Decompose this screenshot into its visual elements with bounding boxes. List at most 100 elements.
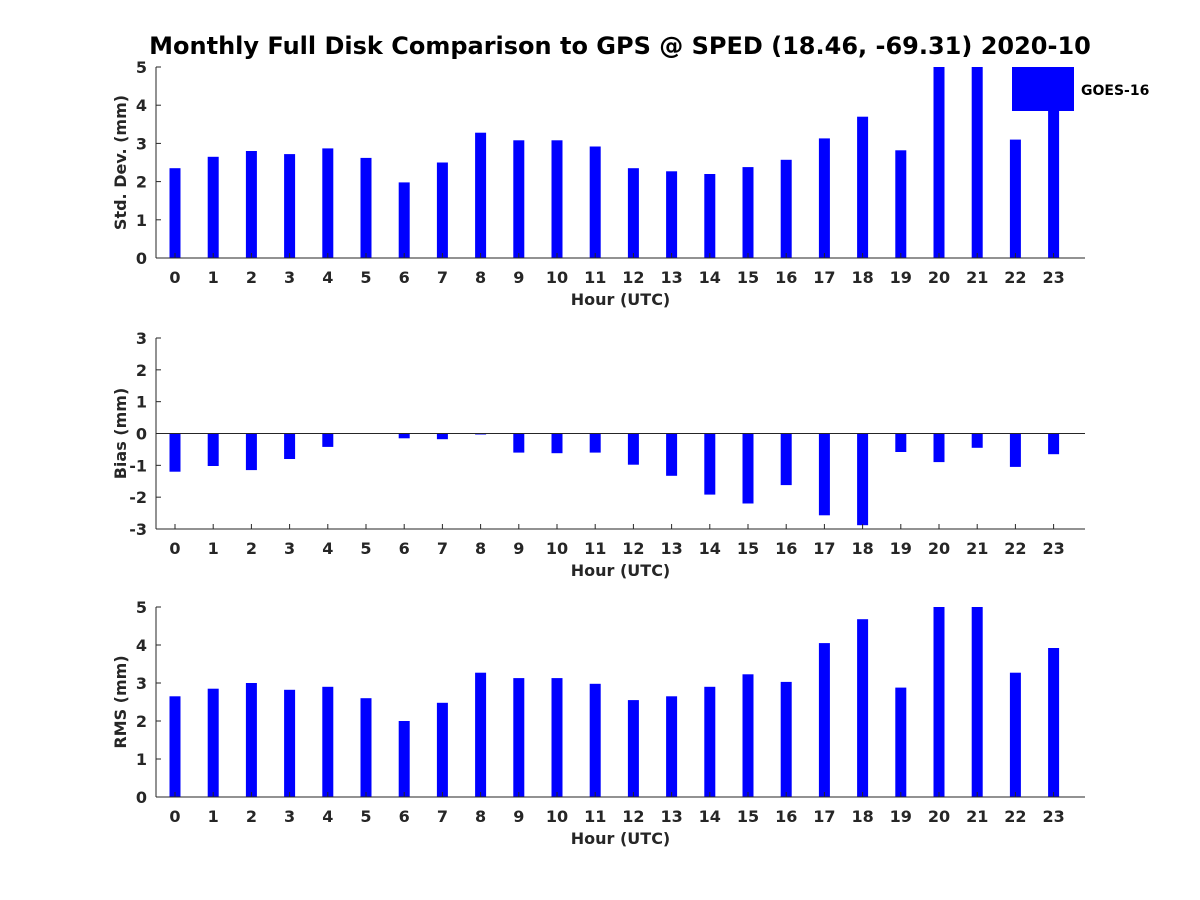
bar-hour-15 [742, 674, 754, 797]
x-tick-label: 6 [399, 807, 410, 826]
bar-hour-9 [513, 433, 525, 453]
bar-hour-21 [971, 67, 983, 258]
x-tick-label: 17 [813, 268, 835, 287]
x-tick-label: 16 [775, 268, 797, 287]
bar-hour-6 [398, 721, 410, 797]
x-tick-label: 4 [322, 268, 333, 287]
bar-hour-11 [589, 683, 601, 797]
bar-hour-4 [322, 148, 334, 258]
x-tick-label: 12 [622, 268, 644, 287]
bar-hour-23 [1048, 110, 1060, 259]
bar-hour-19 [895, 150, 907, 258]
x-tick-label: 9 [513, 539, 524, 558]
bar-hour-8 [475, 672, 487, 797]
bar-hour-19 [895, 433, 907, 452]
x-tick-label: 23 [1042, 268, 1064, 287]
bar-hour-18 [857, 619, 869, 797]
bar-hour-9 [513, 140, 525, 258]
bar-hour-10 [551, 678, 563, 797]
bar-hour-1 [207, 688, 219, 797]
bar-hour-5 [360, 698, 372, 797]
bar-hour-9 [513, 678, 525, 797]
bar-hour-22 [1009, 139, 1021, 258]
x-tick-label: 10 [546, 539, 568, 558]
bar-hour-10 [551, 140, 563, 258]
bar-hour-11 [589, 146, 601, 258]
x-axis-label: Hour (UTC) [571, 290, 671, 309]
bar-hour-0 [169, 696, 181, 797]
bar-hour-21 [971, 433, 983, 448]
x-tick-label: 14 [699, 539, 721, 558]
bar-hour-18 [857, 433, 869, 526]
x-tick-label: 15 [737, 539, 759, 558]
y-tick-label: 2 [136, 712, 147, 731]
x-tick-label: 20 [928, 539, 950, 558]
x-axis-label: Hour (UTC) [571, 561, 671, 580]
bar-hour-11 [589, 433, 601, 453]
x-tick-label: 15 [737, 807, 759, 826]
bar-hour-13 [666, 696, 678, 797]
bar-hour-20 [933, 607, 945, 797]
bar-hour-16 [780, 433, 792, 486]
x-tick-label: 5 [360, 268, 371, 287]
bar-hour-13 [666, 433, 678, 476]
x-tick-label: 12 [622, 539, 644, 558]
x-tick-label: 2 [246, 539, 257, 558]
x-tick-label: 13 [660, 539, 682, 558]
x-tick-label: 7 [437, 268, 448, 287]
bar-hour-6 [398, 433, 410, 439]
x-tick-label: 16 [775, 539, 797, 558]
bar-hour-20 [933, 67, 945, 258]
x-tick-label: 13 [660, 807, 682, 826]
y-tick-label: 1 [136, 750, 147, 769]
bar-hour-0 [169, 168, 181, 258]
y-tick-label: 3 [136, 674, 147, 693]
x-tick-label: 7 [437, 539, 448, 558]
y-axis-label: Std. Dev. (mm) [111, 95, 130, 230]
legend: GOES-16 [1012, 67, 1149, 111]
x-tick-label: 17 [813, 807, 835, 826]
bar-hour-0 [169, 433, 181, 472]
bar-hour-16 [780, 159, 792, 258]
y-tick-label: -2 [129, 488, 147, 507]
y-axis-label: RMS (mm) [111, 655, 130, 748]
x-tick-label: 13 [660, 268, 682, 287]
bar-hour-15 [742, 167, 754, 258]
bar-hour-1 [207, 433, 219, 466]
x-tick-label: 10 [546, 268, 568, 287]
bar-hour-17 [818, 433, 830, 516]
x-tick-label: 21 [966, 807, 988, 826]
bar-hour-1 [207, 156, 219, 258]
bar-hour-16 [780, 681, 792, 797]
x-tick-label: 19 [890, 807, 912, 826]
bar-hour-7 [436, 702, 448, 797]
x-tick-label: 3 [284, 807, 295, 826]
y-tick-label: -3 [129, 520, 147, 539]
bar-hour-17 [818, 643, 830, 797]
bar-hour-7 [436, 433, 448, 440]
x-tick-label: 0 [169, 807, 180, 826]
bar-hour-10 [551, 433, 563, 454]
x-tick-label: 4 [322, 807, 333, 826]
x-tick-label: 19 [890, 539, 912, 558]
bar-hour-17 [818, 138, 830, 258]
y-tick-label: 0 [136, 249, 147, 268]
x-tick-label: 22 [1004, 268, 1026, 287]
bar-hour-8 [475, 132, 487, 258]
bar-hour-14 [704, 174, 716, 258]
y-tick-label: 0 [136, 425, 147, 444]
bar-hour-3 [284, 689, 296, 797]
bar-hour-4 [322, 686, 334, 797]
y-tick-label: 4 [136, 636, 147, 655]
x-tick-label: 8 [475, 807, 486, 826]
bar-hour-15 [742, 433, 754, 504]
bar-hour-23 [1048, 433, 1060, 455]
bar-hour-19 [895, 687, 907, 797]
x-tick-label: 3 [284, 268, 295, 287]
bar-hour-3 [284, 433, 296, 459]
x-tick-label: 15 [737, 268, 759, 287]
bar-hour-5 [360, 157, 372, 258]
bar-hour-2 [245, 683, 257, 797]
x-tick-label: 0 [169, 268, 180, 287]
